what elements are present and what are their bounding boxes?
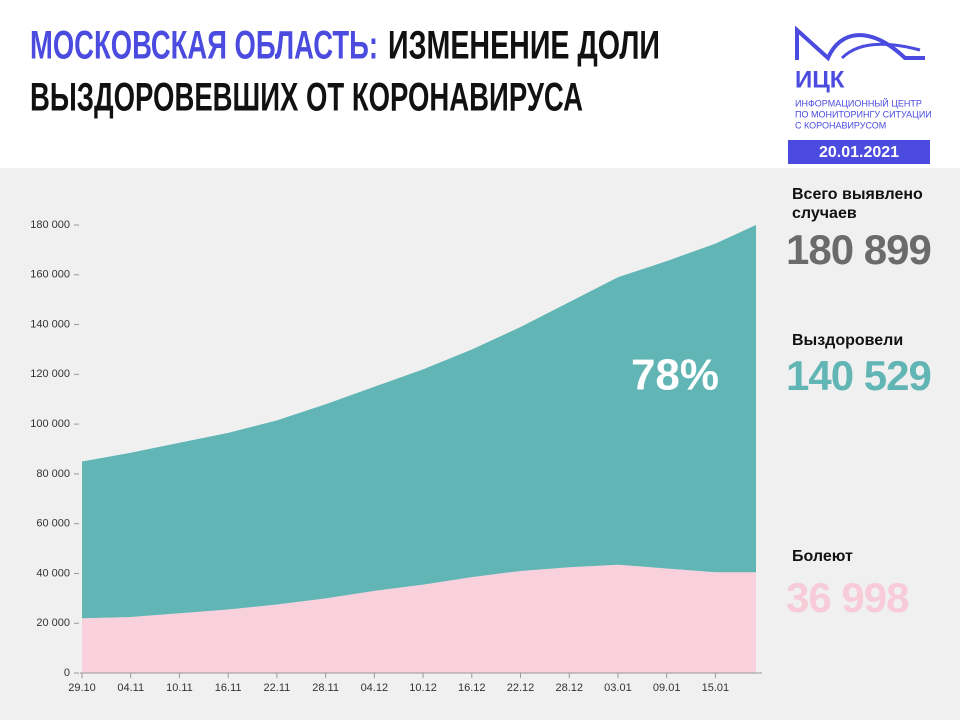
area xyxy=(82,564,756,673)
recovered-label: Выздоровели xyxy=(792,332,904,349)
x-tick-label: 28.11 xyxy=(312,682,339,694)
x-tick-label: 10.11 xyxy=(166,682,193,694)
x-tick-label: 16.11 xyxy=(215,682,242,694)
x-tick-label: 29.10 xyxy=(68,682,96,694)
x-tick-label: 28.12 xyxy=(555,682,583,694)
total-value: 180 899 xyxy=(786,226,932,273)
title: ИЗМЕНЕНИЕ ДОЛИ xyxy=(388,24,660,68)
x-tick-label: 22.12 xyxy=(507,682,535,694)
y-tick-label: 80 000 xyxy=(36,468,70,480)
annotation: 78% xyxy=(631,351,719,400)
y-tick-label: 0 xyxy=(64,667,70,679)
sick-label: Болеют xyxy=(792,548,853,565)
y-tick-label: 20 000 xyxy=(36,617,70,629)
x-tick-label: 09.01 xyxy=(653,682,681,694)
x-tick-label: 15.01 xyxy=(702,682,730,694)
x-tick-label: 22.11 xyxy=(264,682,291,694)
y-tick-label: 60 000 xyxy=(36,518,70,530)
area xyxy=(82,225,756,619)
y-tick-label: 40 000 xyxy=(36,567,70,579)
date: 20.01.2021 xyxy=(819,144,899,161)
y-tick-label: 180 000 xyxy=(30,219,70,231)
logo: ИЦК ИНФОРМАЦИОННЫЙ ЦЕНТР ПО МОНИТОРИНГУ … xyxy=(788,25,932,164)
x-tick-label: 04.12 xyxy=(361,682,389,694)
logo-name: ИЦК xyxy=(795,66,845,93)
y-tick-label: 100 000 xyxy=(30,418,70,430)
x-tick-label: 03.01 xyxy=(604,682,632,694)
title: ВЫЗДОРОВЕВШИХ ОТ КОРОНАВИРУСА xyxy=(30,76,583,120)
x-tick-label: 10.12 xyxy=(409,682,437,694)
logo-mark xyxy=(840,42,921,60)
logo-text: ИНФОРМАЦИОННЫЙ ЦЕНТР xyxy=(795,97,922,108)
logo-text: ПО МОНИТОРИНГУ СИТУАЦИИ xyxy=(795,109,932,119)
title-highlight: МОСКОВСКАЯ ОБЛАСТЬ: xyxy=(30,24,378,68)
y-tick-label: 120 000 xyxy=(30,368,70,380)
logo-mark xyxy=(795,25,925,62)
recovered-value: 140 529 xyxy=(786,352,932,399)
date-box xyxy=(788,140,930,164)
logo-text: С КОРОНАВИРУСОМ xyxy=(795,120,886,130)
x-tick-label: 04.11 xyxy=(117,682,144,694)
y-tick-label: 140 000 xyxy=(30,318,70,330)
y-tick-label: 160 000 xyxy=(30,269,70,281)
total-label: Всего выявлено случаев xyxy=(792,186,923,222)
sick-value: 36 998 xyxy=(786,574,909,621)
x-tick-label: 16.12 xyxy=(458,682,486,694)
